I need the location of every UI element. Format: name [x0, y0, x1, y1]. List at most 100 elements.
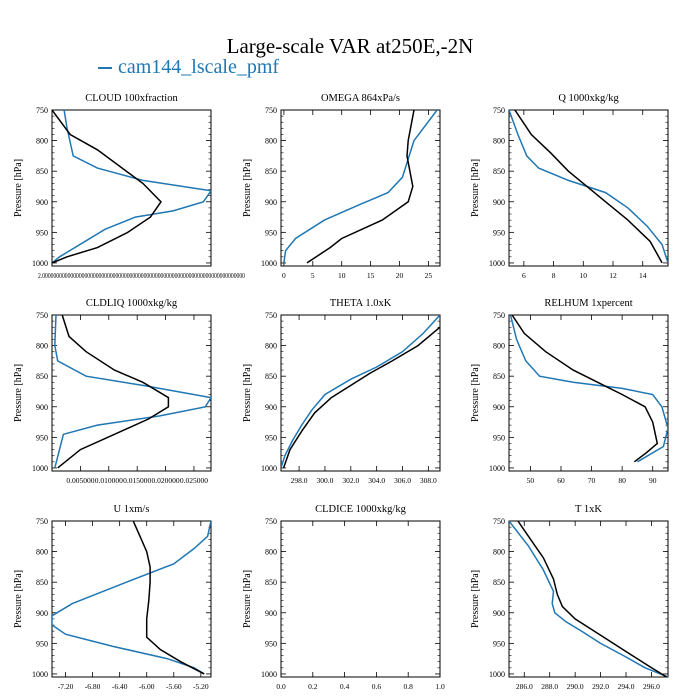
panel-title: THETA 1.0xK	[330, 298, 392, 309]
y-tick-label: 800	[36, 137, 48, 146]
x-tick-label: 8	[552, 271, 556, 280]
series-line-black	[306, 110, 415, 264]
panel-title: RELHUM 1xpercent	[544, 298, 632, 309]
x-tick-label: 20	[396, 271, 404, 280]
y-tick-label: 850	[36, 372, 48, 381]
y-tick-label: 900	[493, 609, 505, 618]
figure-legend: cam144_lscale_pmf	[98, 56, 279, 79]
y-tick-label: 950	[265, 433, 277, 442]
series-line-black	[514, 110, 663, 264]
y-tick-label: 850	[265, 167, 277, 176]
x-tick-label: 50	[527, 476, 535, 485]
y-tick-label: 750	[265, 517, 277, 526]
y-tick-label: 750	[493, 311, 505, 320]
panel-title: OMEGA 864xPa/s	[321, 93, 400, 104]
y-tick-label: 1000	[32, 670, 48, 679]
y-tick-label: 900	[36, 609, 48, 618]
series-line-blue	[281, 315, 440, 469]
y-tick-label: 1000	[32, 259, 48, 268]
x-tick-label: 304.0	[368, 476, 385, 485]
series-line-black	[511, 315, 659, 463]
x-tick-label: 0.4	[340, 682, 350, 691]
y-tick-label: 750	[36, 311, 48, 320]
series-line-black	[52, 110, 162, 264]
plot-frame	[280, 109, 441, 267]
y-axis-label: Pressure [hPa]	[242, 159, 253, 217]
x-tick-label: -6.00	[139, 682, 155, 691]
chart-panel: CLOUD 100xfraction Pressure [hPa] 750 800 85…	[13, 93, 245, 280]
plot-frame	[51, 520, 212, 678]
figure-title: Large-scale VAR at250E,-2N	[226, 34, 474, 58]
y-tick-label: 900	[36, 403, 48, 412]
y-tick-label: 1000	[261, 670, 277, 679]
x-tick-label: 70	[588, 476, 596, 485]
y-tick-label: 850	[493, 578, 505, 587]
x-tick-label: 306.0	[394, 476, 411, 485]
chart-panel: U 1xm/s Pressure [hPa] 750 800 850 900 950 1000…	[13, 504, 212, 691]
panel-title: CLDICE 1000xkg/kg	[315, 504, 406, 515]
y-tick-label: 950	[265, 228, 277, 237]
y-tick-label: 750	[265, 311, 277, 320]
x-tick-label: 286.0	[516, 682, 533, 691]
y-tick-label: 800	[36, 548, 48, 557]
panel-title: Q 1000xkg/kg	[558, 93, 619, 104]
y-tick-label: 1000	[489, 464, 505, 473]
plot-frame	[508, 109, 669, 267]
series-line-blue	[509, 110, 668, 264]
y-tick-label: 950	[36, 433, 48, 442]
y-tick-label: 950	[493, 639, 505, 648]
series-line-blue	[52, 110, 211, 264]
x-tick-label: 0.005000	[66, 476, 94, 485]
x-tick-label: -5.60	[166, 682, 182, 691]
x-tick-label: 294.0	[618, 682, 635, 691]
y-tick-label: 800	[265, 342, 277, 351]
y-tick-label: 950	[36, 228, 48, 237]
y-tick-label: 950	[493, 228, 505, 237]
plot-frame	[508, 314, 669, 472]
series-line-black	[57, 315, 170, 469]
x-tick-label: 5	[311, 271, 315, 280]
panel-title: CLDLIQ 1000xkg/kg	[86, 298, 178, 309]
y-tick-label: 900	[493, 198, 505, 207]
y-tick-label: 1000	[32, 464, 48, 473]
y-tick-label: 850	[36, 578, 48, 587]
x-tick-label: 300.0	[317, 476, 334, 485]
y-tick-label: 750	[493, 106, 505, 115]
y-tick-label: 1000	[261, 259, 277, 268]
y-tick-label: 850	[493, 167, 505, 176]
series-line-blue	[283, 110, 438, 264]
chart-panel: THETA 1.0xK Pressure [hPa] 750 800 850 900 950…	[242, 298, 441, 485]
x-tick-label: -6.40	[112, 682, 128, 691]
x-tick-label: 0	[282, 271, 286, 280]
y-tick-label: 800	[493, 137, 505, 146]
x-tick-label: 12	[609, 271, 617, 280]
panel-title: CLOUD 100xfraction	[85, 93, 178, 104]
x-tick-label: 0.2	[308, 682, 318, 691]
x-tick-label: 298.0	[291, 476, 308, 485]
y-tick-label: 900	[36, 198, 48, 207]
y-axis-label: Pressure [hPa]	[470, 159, 481, 217]
y-tick-label: 800	[265, 548, 277, 557]
x-tick-label: 288.0	[541, 682, 558, 691]
y-tick-label: 750	[265, 106, 277, 115]
y-tick-label: 950	[36, 639, 48, 648]
series-line-black	[517, 521, 668, 677]
x-tick-label: 2.00000000000000000000000000000000000000…	[38, 271, 245, 280]
x-tick-label: 0.0	[276, 682, 286, 691]
plot-frame	[51, 109, 212, 267]
series-line-black	[132, 521, 205, 675]
x-tick-label: 6	[522, 271, 526, 280]
series-line-blue	[509, 521, 668, 677]
x-tick-label: 0.015000	[123, 476, 151, 485]
y-axis-label: Pressure [hPa]	[13, 364, 24, 422]
plot-frame	[280, 314, 441, 472]
y-axis-label: Pressure [hPa]	[13, 570, 24, 628]
series-line-blue	[54, 315, 211, 469]
chart-panel: OMEGA 864xPa/s Pressure [hPa] 750 800 850 900…	[242, 93, 441, 280]
plot-frame	[51, 314, 212, 472]
y-tick-label: 750	[36, 106, 48, 115]
x-tick-label: 296.0	[643, 682, 660, 691]
y-tick-label: 850	[36, 167, 48, 176]
x-tick-label: 25	[425, 271, 433, 280]
